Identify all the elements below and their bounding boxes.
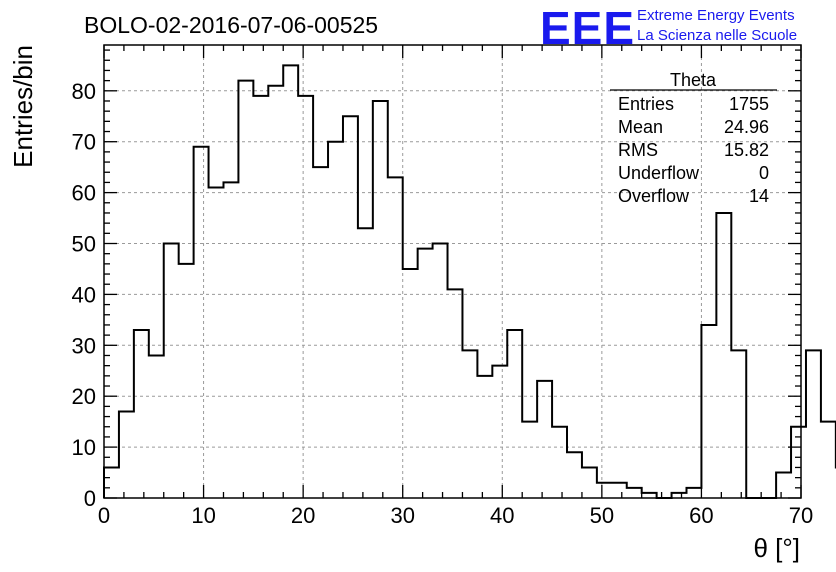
histogram-bin: [223, 182, 238, 498]
histogram-bin: [582, 467, 597, 498]
histogram-bin: [104, 467, 119, 498]
stats-box: Theta Entries 1755 Mean 24.96 RMS 15.82 Underf…: [610, 70, 777, 206]
histogram-bin: [612, 483, 627, 498]
y-tick-label: 10: [72, 435, 96, 460]
histogram-bin: [164, 244, 179, 498]
histogram-bin: [358, 228, 373, 498]
x-tick-label: 60: [689, 503, 713, 528]
histogram-bin: [507, 330, 522, 498]
y-tick-label: 70: [72, 130, 96, 155]
histogram-bin: [686, 488, 701, 498]
histogram-bin: [716, 213, 731, 498]
x-tick-label: 70: [789, 503, 813, 528]
histogram-bin: [418, 249, 433, 498]
histogram-bin: [194, 147, 209, 498]
stats-value: 24.96: [724, 117, 769, 137]
histogram-outline: [103, 64, 836, 499]
y-tick-label: 0: [84, 486, 96, 511]
histogram-bin: [238, 81, 253, 498]
histogram-bin: [701, 325, 716, 498]
histogram-bin: [627, 488, 642, 498]
x-tick-label: 30: [390, 503, 414, 528]
histogram-bin: [283, 65, 298, 498]
histogram-bin: [567, 452, 582, 498]
histogram-bin: [522, 422, 537, 498]
axis-ticks: [103, 45, 802, 499]
histogram-bin: [313, 167, 328, 498]
eee-logo-letters: EEE: [540, 2, 635, 54]
stats-title: Theta: [670, 70, 717, 90]
histogram-bin: [134, 330, 149, 498]
histogram-bin: [268, 86, 283, 498]
histogram-bin: [552, 427, 567, 498]
x-tick-label: 10: [191, 503, 215, 528]
histogram-bin: [731, 350, 746, 498]
x-tick-label: 0: [98, 503, 110, 528]
histogram-bin: [328, 142, 343, 498]
y-tick-label: 40: [72, 282, 96, 307]
histogram-bin: [179, 264, 194, 498]
histogram-bin: [492, 366, 507, 498]
histogram-bin: [821, 422, 836, 498]
stats-label: Underflow: [618, 163, 700, 183]
histogram-bin: [119, 411, 134, 498]
histogram-bin: [253, 96, 268, 498]
stats-rows: Entries 1755 Mean 24.96 RMS 15.82 Underflow 0 Ov…: [618, 94, 769, 206]
x-tick-label: 40: [490, 503, 514, 528]
histogram-bin: [403, 269, 418, 498]
y-tick-label: 60: [72, 181, 96, 206]
histogram-bin: [477, 376, 492, 498]
histogram-bin: [433, 244, 448, 498]
stats-label: Overflow: [618, 186, 690, 206]
histogram-bin: [776, 473, 791, 498]
eee-logo-line2: La Scienza nelle Scuole: [637, 27, 797, 44]
x-tick-label: 20: [291, 503, 315, 528]
y-tick-label: 80: [72, 79, 96, 104]
y-tick-label: 30: [72, 333, 96, 358]
plot-frame: [103, 44, 802, 499]
histogram-bin: [343, 116, 358, 498]
histogram-bin: [373, 101, 388, 498]
stats-label: Entries: [618, 94, 674, 114]
histogram-bin: [537, 381, 552, 498]
y-tick-label: 20: [72, 384, 96, 409]
grid-lines: [104, 45, 801, 498]
histogram-bin: [806, 350, 821, 498]
stats-value: 0: [759, 163, 769, 183]
run-title: BOLO-02-2016-07-06-00525: [84, 12, 378, 38]
y-tick-label: 50: [72, 232, 96, 257]
histogram-bin: [149, 355, 164, 498]
histogram-bin: [209, 188, 224, 498]
stats-value: 1755: [729, 94, 769, 114]
x-tick-labels: 0 10 20 30 40 50 60 70: [98, 503, 813, 528]
y-tick-labels: 0 10 20 30 40 50 60 70 80: [72, 79, 96, 511]
histogram-bin: [597, 483, 612, 498]
y-axis-title: Entries/bin: [8, 45, 38, 168]
histogram-bin: [298, 96, 313, 498]
histogram-bin: [462, 350, 477, 498]
stats-label: Mean: [618, 117, 663, 137]
stats-label: RMS: [618, 140, 658, 160]
histogram-bin: [448, 289, 463, 498]
eee-logo-line1: Extreme Energy Events: [637, 7, 795, 24]
histogram-bin: [388, 177, 403, 498]
x-tick-label: 50: [590, 503, 614, 528]
x-axis-title: θ [°]: [753, 533, 800, 563]
stats-value: 15.82: [724, 140, 769, 160]
stats-value: 14: [749, 186, 769, 206]
